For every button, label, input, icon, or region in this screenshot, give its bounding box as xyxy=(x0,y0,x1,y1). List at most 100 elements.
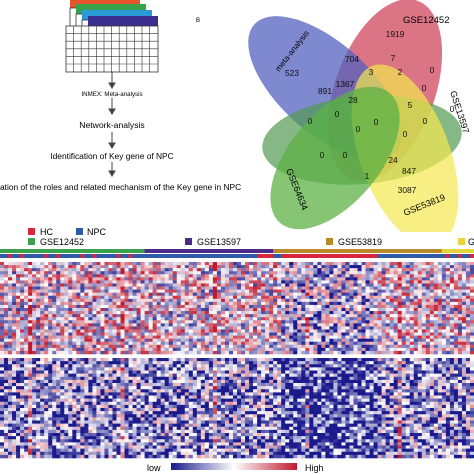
heatmap-cell xyxy=(192,292,198,297)
heatmap-cell xyxy=(164,338,170,343)
heatmap-cell xyxy=(245,335,250,339)
heatmap-cell xyxy=(12,326,17,330)
heatmap-cell xyxy=(453,364,459,368)
heatmap-cell xyxy=(220,311,226,315)
heatmap-cell xyxy=(249,383,254,387)
heatmap-cell xyxy=(96,364,101,368)
heatmap-cell xyxy=(461,301,467,306)
heatmap-cell xyxy=(156,317,161,321)
heatmap-cell xyxy=(465,298,471,303)
heatmap-cell xyxy=(4,317,9,321)
heatmap-cell xyxy=(0,376,5,381)
heatmap-cell xyxy=(293,383,298,387)
heatmap-cell xyxy=(140,314,145,318)
heatmap-cell xyxy=(232,277,238,281)
heatmap-cell xyxy=(253,370,258,374)
heatmap-cell xyxy=(184,314,190,318)
dataset-strip-cell xyxy=(116,249,121,253)
heatmap-cell xyxy=(80,265,85,269)
heatmap-cell xyxy=(124,361,129,365)
heatmap-cell xyxy=(385,361,390,365)
heatmap-cell xyxy=(100,314,105,318)
heatmap-cell xyxy=(297,344,302,349)
heatmap-cell xyxy=(369,311,374,315)
heatmap-cell xyxy=(124,265,129,269)
heatmap-cell xyxy=(44,286,49,290)
heatmap-cell xyxy=(313,326,318,330)
heatmap-cell xyxy=(68,329,73,333)
heatmap-cell xyxy=(269,317,274,321)
heatmap-cell xyxy=(369,317,374,321)
heatmap-cell xyxy=(4,271,9,275)
heatmap-cell xyxy=(200,361,206,365)
heatmap-cell xyxy=(216,308,222,312)
heatmap-cell xyxy=(361,265,366,269)
heatmap-cell xyxy=(321,277,326,281)
heatmap-cell xyxy=(245,268,250,272)
heatmap-cell xyxy=(317,329,322,333)
heatmap-cell xyxy=(176,280,182,284)
heatmap-cell xyxy=(401,347,407,352)
heatmap-cell xyxy=(461,361,467,365)
heatmap-cell xyxy=(253,304,258,309)
heatmap-cell xyxy=(36,383,41,387)
heatmap-cell xyxy=(112,332,117,336)
heatmap-cell xyxy=(245,361,250,365)
heatmap-cell xyxy=(0,280,5,284)
heatmap-cell xyxy=(108,335,113,339)
heatmap-cell xyxy=(68,262,73,266)
heatmap-cell xyxy=(228,308,234,312)
heatmap-cell xyxy=(168,314,174,318)
heatmap-cell xyxy=(313,350,318,355)
heatmap-cell xyxy=(196,344,202,349)
heatmap-cell xyxy=(261,277,266,281)
heatmap-cell xyxy=(469,335,474,339)
heatmap-cell xyxy=(285,262,290,266)
heatmap-cell xyxy=(385,277,390,281)
heatmap-cell xyxy=(80,301,85,306)
heatmap-cell xyxy=(413,367,419,371)
heatmap-cell xyxy=(293,280,298,284)
heatmap-cell xyxy=(128,335,133,339)
heatmap-cell xyxy=(180,301,186,306)
heatmap-cell xyxy=(321,298,326,303)
heatmap-cell xyxy=(417,373,423,378)
heatmap-cell xyxy=(321,329,326,333)
heatmap-cell xyxy=(329,317,334,321)
heatmap-cell xyxy=(421,347,427,352)
heatmap-cell xyxy=(204,370,210,374)
heatmap-cell xyxy=(369,376,374,381)
heatmap-cell xyxy=(172,295,178,300)
heatmap-cell xyxy=(176,329,182,333)
heatmap-cell xyxy=(265,386,270,390)
heatmap-cell xyxy=(341,265,346,269)
group-strip-cell xyxy=(361,254,366,258)
heatmap-cell xyxy=(285,271,290,275)
heatmap-cell xyxy=(132,277,137,281)
heatmap-cell xyxy=(333,274,338,278)
heatmap-cell xyxy=(184,364,190,368)
heatmap-cell xyxy=(24,304,29,309)
heatmap-cell xyxy=(200,314,206,318)
heatmap-cell xyxy=(88,370,93,374)
heatmap-cell xyxy=(445,274,451,278)
heatmap-cell xyxy=(417,358,423,362)
heatmap-cell xyxy=(232,311,238,315)
heatmap-cell xyxy=(68,358,73,362)
heatmap-cell xyxy=(465,280,471,284)
heatmap-cell xyxy=(417,329,423,333)
dataset-strip-cell xyxy=(389,249,394,253)
heatmap-cell xyxy=(116,317,121,321)
heatmap-cell xyxy=(52,301,57,306)
heatmap-cell xyxy=(200,332,206,336)
heatmap-cell xyxy=(100,271,105,275)
heatmap-cell xyxy=(128,311,133,315)
heatmap-cell xyxy=(48,367,53,371)
heatmap-cell xyxy=(365,364,370,368)
heatmap-cell xyxy=(461,289,467,293)
heatmap-cell xyxy=(281,295,286,300)
heatmap-cell xyxy=(140,274,145,278)
dataset-strip-cell xyxy=(140,249,145,253)
heatmap-cell xyxy=(60,379,65,384)
heatmap-cell xyxy=(36,292,41,297)
